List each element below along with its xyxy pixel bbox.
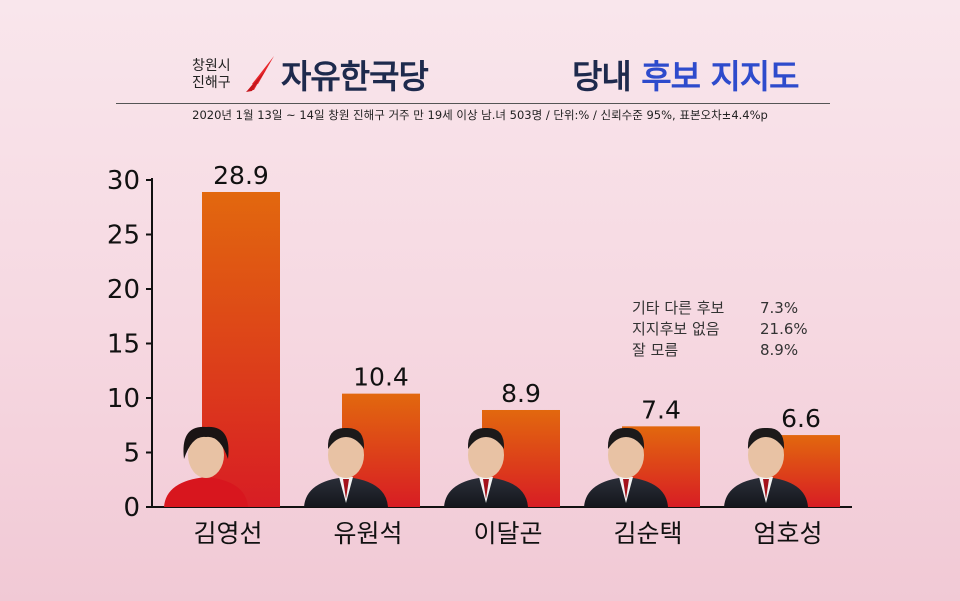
party-torch-icon: [246, 56, 274, 92]
data-label: 28.9: [213, 161, 269, 190]
photo-face: [608, 432, 644, 478]
data-label: 6.6: [781, 404, 821, 433]
category-label: 유원석: [333, 519, 402, 548]
region-line-1: 창원시: [192, 58, 231, 74]
note-label: 기타 다른 후보: [632, 299, 725, 317]
candidate-photo-icon: [304, 427, 388, 507]
region-label: 창원시 진해구: [192, 58, 231, 92]
y-tick-label: 15: [107, 330, 140, 360]
candidate-photo-icon: [724, 427, 808, 507]
photo-face: [328, 432, 364, 478]
note-value: 8.9%: [760, 341, 799, 359]
y-tick-label: 0: [123, 493, 140, 523]
chart-axes: 0 5 10 15 20 25 30: [107, 166, 852, 523]
candidate-photos: [164, 426, 808, 507]
data-label: 8.9: [501, 379, 541, 408]
note-row-dont-know: 잘 모름 8.9%: [632, 340, 808, 361]
survey-subtitle: 2020년 1월 13일 ~ 14일 창원 진해구 거주 만 19세 이상 남.…: [192, 108, 768, 122]
title-topic-blue: 후보 지지도: [641, 57, 799, 96]
category-label: 엄호성: [753, 519, 822, 548]
y-tick-label: 25: [107, 221, 140, 251]
photo-face: [748, 432, 784, 478]
y-tick-label: 10: [107, 384, 140, 414]
photo-tie: [343, 479, 349, 499]
party-name: 자유한국당: [281, 57, 429, 96]
region-line-2: 진해구: [192, 75, 231, 91]
note-value: 21.6%: [760, 320, 808, 338]
data-label: 10.4: [353, 363, 409, 392]
note-row-no-support: 지지후보 없음 21.6%: [632, 319, 808, 340]
chart-labels: 28.9 김영선 10.4 유원석 8.9 이달곤 7.4 김순택 6.6 엄호성: [193, 161, 822, 548]
y-tick-label: 20: [107, 275, 140, 305]
chart-title: 창원시 진해구 자유한국당 당내 후보 지지도: [0, 50, 960, 100]
chart-bars: [202, 191, 840, 508]
photo-hair: [467, 427, 505, 449]
photo-tie: [623, 479, 629, 499]
title-topic-black: 당내: [572, 57, 632, 96]
photo-body: [164, 477, 248, 507]
y-tick-label: 5: [123, 439, 140, 469]
title-divider: [116, 103, 830, 104]
photo-hair: [327, 427, 365, 449]
note-label: 잘 모름: [632, 341, 679, 359]
note-row-other-candidate: 기타 다른 후보 7.3%: [632, 298, 808, 319]
photo-hair: [747, 427, 785, 449]
other-responses: 기타 다른 후보 7.3% 지지후보 없음 21.6% 잘 모름 8.9%: [632, 298, 808, 361]
data-label: 7.4: [641, 395, 681, 424]
candidate-photo-icon: [584, 427, 668, 507]
note-label: 지지후보 없음: [632, 320, 720, 338]
photo-face: [188, 432, 224, 478]
title-topic: 당내 후보 지지도: [572, 50, 800, 98]
category-label: 김영선: [193, 519, 262, 548]
y-tick-label: 30: [107, 166, 140, 196]
note-value: 7.3%: [760, 299, 799, 317]
photo-face: [468, 432, 504, 478]
photo-tie: [483, 479, 489, 499]
photo-hair: [183, 426, 229, 459]
candidate-photo-icon: [164, 426, 248, 507]
candidate-photo-icon: [444, 427, 528, 507]
photo-hair: [607, 427, 645, 449]
category-label: 이달곤: [473, 519, 542, 548]
category-label: 김순택: [613, 519, 682, 548]
photo-tie: [763, 479, 769, 499]
